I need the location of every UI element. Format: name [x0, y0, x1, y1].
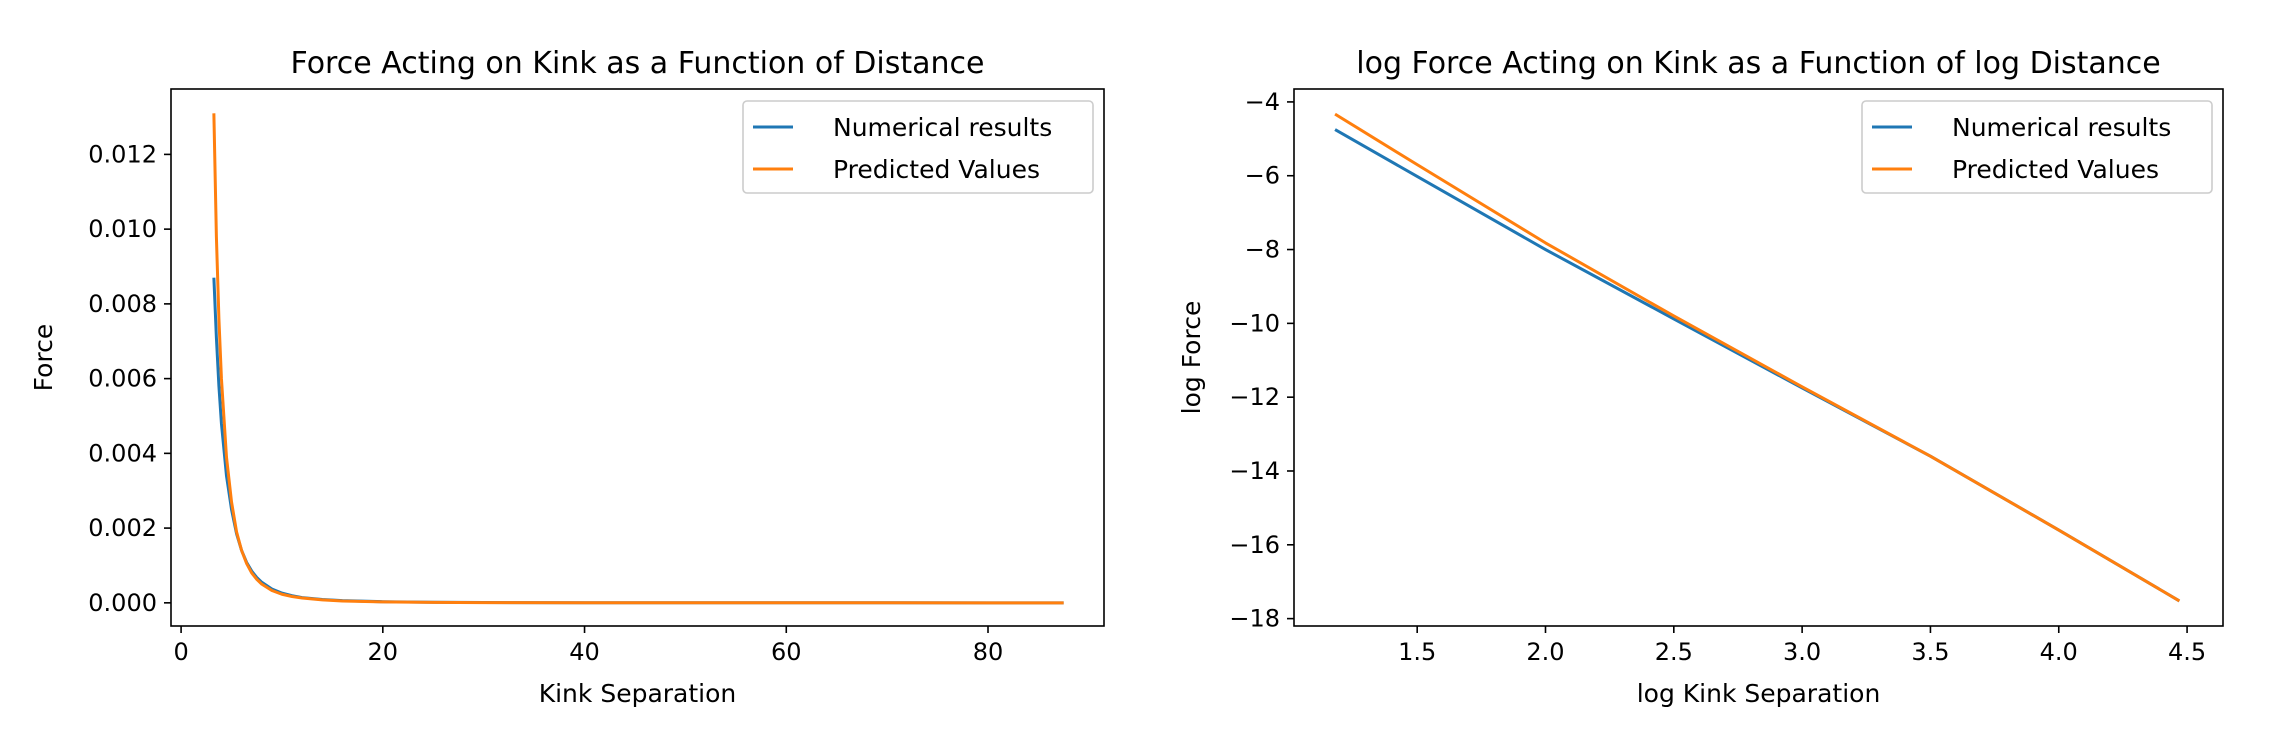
x-tick-label: 20: [368, 638, 399, 666]
x-axis-label: Kink Separation: [539, 679, 737, 708]
x-tick-label: 1.5: [1398, 638, 1436, 666]
x-tick-label: 40: [569, 638, 600, 666]
y-tick-label: −16: [1229, 531, 1280, 559]
axes-frame: [1293, 88, 2224, 627]
chart-title: Force Acting on Kink as a Function of Di…: [291, 46, 985, 81]
y-tick-label: −6: [1245, 162, 1280, 190]
series-line-predicted-values: [212, 113, 1064, 605]
left-chart: Force Acting on Kink as a Function of Di…: [29, 46, 1105, 708]
y-tick-label: 0.004: [88, 439, 157, 467]
x-axis-label: log Kink Separation: [1637, 679, 1881, 708]
y-tick-label: −8: [1245, 236, 1280, 264]
y-tick-label: 0.012: [88, 140, 157, 168]
right-chart: log Force Acting on Kink as a Function o…: [1177, 46, 2224, 708]
y-tick-label: −4: [1245, 88, 1280, 116]
y-tick-label: −14: [1229, 457, 1280, 485]
y-tick-label: −18: [1229, 605, 1280, 633]
legend-box: [1861, 100, 2213, 194]
x-tick-label: 4.0: [2040, 638, 2078, 666]
y-tick-label: 0.000: [88, 589, 157, 617]
x-tick-label: 4.5: [2168, 638, 2206, 666]
chart-title: log Force Acting on Kink as a Function o…: [1356, 46, 2161, 81]
y-axis-label: Force: [29, 324, 58, 392]
series-line-predicted-values: [1334, 112, 2181, 603]
x-tick-label: 3.0: [1783, 638, 1821, 666]
y-axis-label: log Force: [1177, 301, 1206, 415]
y-tick-label: 0.010: [88, 215, 157, 243]
legend-entry-label: Predicted Values: [1952, 155, 2159, 184]
y-tick-label: −12: [1229, 383, 1280, 411]
x-tick-label: 2.0: [1526, 638, 1564, 666]
axes-frame: [170, 88, 1105, 627]
legend-entry-label: Predicted Values: [833, 155, 1040, 184]
y-tick-label: 0.008: [88, 290, 157, 318]
x-tick-label: 3.5: [1911, 638, 1949, 666]
legend-entry-label: Numerical results: [1952, 113, 2171, 142]
y-tick-label: −10: [1229, 309, 1280, 337]
x-tick-label: 80: [973, 638, 1004, 666]
y-tick-label: 0.002: [88, 514, 157, 542]
x-tick-label: 60: [771, 638, 802, 666]
x-tick-label: 0: [173, 638, 188, 666]
legend-box: [742, 100, 1094, 194]
legend-entry-label: Numerical results: [833, 113, 1052, 142]
x-tick-label: 2.5: [1655, 638, 1693, 666]
y-tick-label: 0.006: [88, 365, 157, 393]
